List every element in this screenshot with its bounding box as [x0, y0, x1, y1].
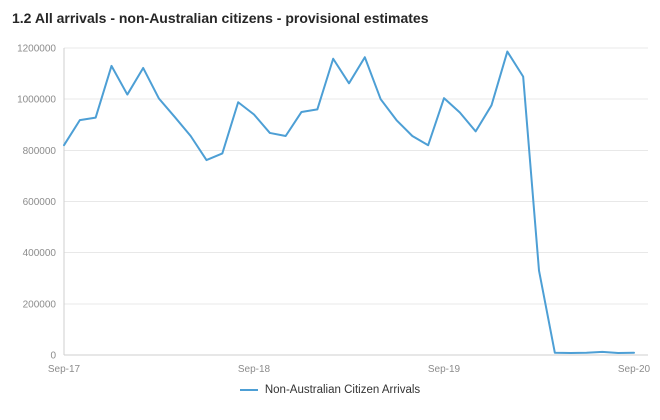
legend: Non-Australian Citizen Arrivals [0, 378, 660, 396]
y-axis-label: 1000000 [17, 95, 56, 106]
line-chart: 0 200000 400000 600000 800000 1000000 1200000 S… [17, 44, 651, 376]
legend-label: Non-Australian Citizen Arrivals [264, 384, 421, 396]
series-line [63, 50, 635, 354]
y-axis-label: 200000 [23, 299, 57, 310]
y-axis-label: 600000 [23, 197, 57, 208]
y-axis-label: 800000 [23, 146, 57, 157]
x-axis-label: Sep-17 [48, 364, 81, 375]
chart-title: 1.2 All arrivals - non-Australian citize… [12, 10, 429, 26]
x-axis-label: Sep-20 [618, 364, 651, 375]
x-axis-label: Sep-19 [428, 364, 461, 375]
y-axis-label: 1200000 [17, 44, 56, 55]
legend-item-non-australian-citizen-arrivals[interactable]: Non-Australian Citizen Arrivals [239, 384, 421, 396]
y-axis-label: 0 [50, 351, 56, 362]
legend-line-icon [239, 389, 258, 391]
x-axis-label: Sep-18 [238, 364, 271, 375]
y-axis-label: 400000 [23, 248, 57, 259]
